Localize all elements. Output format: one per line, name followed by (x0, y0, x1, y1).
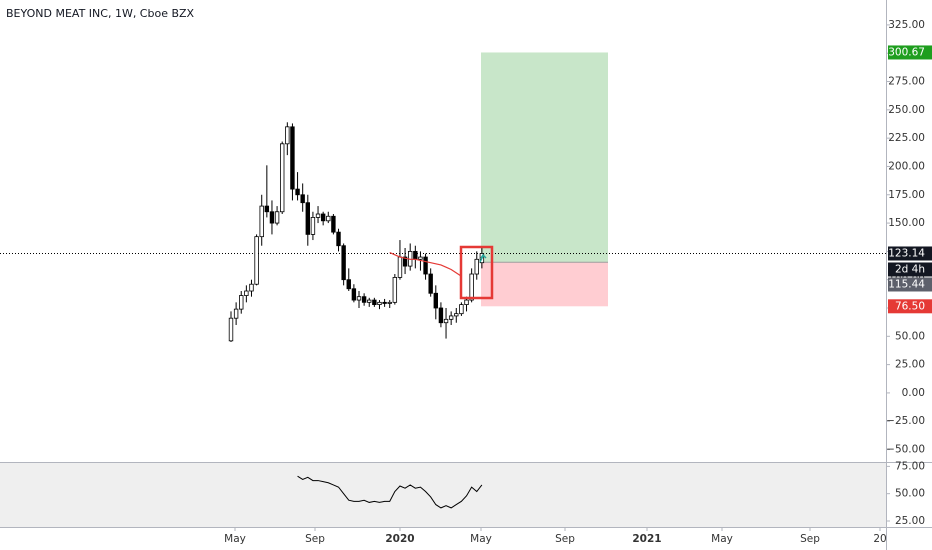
candle-body (295, 188, 300, 196)
countdown-bg (888, 262, 932, 277)
candle-body (356, 296, 362, 301)
candle-body (228, 317, 234, 342)
candle-body (423, 256, 428, 275)
x-tick-label: 2020 (385, 533, 414, 545)
x-tick-label: 20 (873, 533, 886, 545)
candle-body (418, 256, 423, 260)
candle-body (454, 313, 459, 317)
candle-body (443, 318, 449, 324)
candle-body (392, 277, 398, 303)
candle-body (413, 250, 418, 260)
x-tick-label: Sep (800, 533, 820, 545)
candle-body (331, 215, 336, 233)
candle-body (438, 307, 444, 324)
candle-body (285, 126, 290, 145)
stop-label: 76.50 (895, 300, 925, 312)
candle-body (244, 290, 249, 296)
candle-body (320, 213, 326, 222)
candle-body (254, 236, 259, 285)
x-tick-label: May (224, 533, 246, 545)
candle-body (459, 304, 464, 315)
y-tick-label: 50.00 (895, 488, 925, 500)
y-tick-label: 275.00 (888, 76, 925, 88)
y-tick-label: 325.00 (888, 19, 925, 31)
candle-body (433, 292, 438, 309)
candle-body (474, 258, 479, 275)
candle-body (269, 211, 275, 224)
candle-body (274, 211, 280, 224)
candle-body (382, 301, 387, 304)
candle-body (326, 215, 331, 222)
y-tick-label: 250.00 (888, 104, 925, 116)
price-label-bg (888, 246, 932, 261)
y-tick-label: 0.00 (902, 387, 925, 399)
candle-body (372, 299, 377, 306)
price-label: 123.14 (888, 247, 925, 259)
countdown-label: 2d 4h (895, 263, 925, 275)
y-tick-label: 200.00 (888, 160, 925, 172)
candle-body (469, 273, 474, 301)
candle-body (464, 299, 469, 306)
x-tick-label: Sep (305, 533, 325, 545)
candle-body (290, 126, 295, 190)
y-tick-label: 25.00 (895, 359, 925, 371)
candle-body (336, 231, 341, 247)
highlight-box (459, 245, 494, 300)
y-tick-label: −25.00 (886, 415, 925, 427)
oscillator-pane (0, 463, 886, 527)
candle-body (367, 299, 372, 303)
candle-body (377, 301, 382, 306)
y-tick-label: 75.00 (895, 460, 925, 472)
stop-label-bg (888, 299, 932, 314)
candle-body (249, 283, 254, 292)
candle-body (310, 217, 316, 235)
candle-body (264, 205, 270, 213)
candle-body (361, 296, 367, 303)
candle-body (300, 194, 305, 204)
candle-body (233, 308, 239, 319)
entry-label: 115.44 (888, 278, 925, 290)
candle-body (239, 295, 244, 310)
candle-body (402, 256, 408, 267)
candle-body (341, 245, 346, 281)
candle-body (448, 315, 454, 320)
moving-average (389, 251, 462, 277)
candle-body (428, 273, 433, 294)
chart-title: BEYOND MEAT INC, 1W, Cboe BZX (6, 7, 195, 20)
candle-body (315, 213, 321, 218)
oscillator-line (297, 475, 483, 509)
candle-body (346, 279, 351, 290)
profit-zone (481, 52, 608, 263)
x-tick-label: May (711, 533, 733, 545)
arrow-icon (479, 253, 487, 263)
candle-body (279, 143, 285, 213)
y-tick-label: −50.00 (886, 444, 925, 456)
candle-body (387, 301, 392, 304)
y-tick-label: 50.00 (895, 330, 925, 342)
candle-body (305, 202, 310, 235)
entry-label-bg (888, 277, 932, 292)
loss-zone (481, 262, 608, 307)
y-tick-label: 25.00 (895, 515, 925, 527)
target-label-bg (888, 45, 932, 60)
x-tick-label: 2021 (632, 533, 661, 545)
target-label: 300.67 (888, 46, 925, 58)
y-tick-label: 150.00 (888, 217, 925, 229)
y-tick-label: 225.00 (888, 132, 925, 144)
candle-body (397, 256, 403, 278)
x-tick-label: Sep (555, 533, 575, 545)
x-tick-label: May (470, 533, 492, 545)
y-tick-label: 175.00 (888, 189, 925, 201)
candle-body (351, 288, 357, 301)
candle-body (259, 205, 264, 238)
